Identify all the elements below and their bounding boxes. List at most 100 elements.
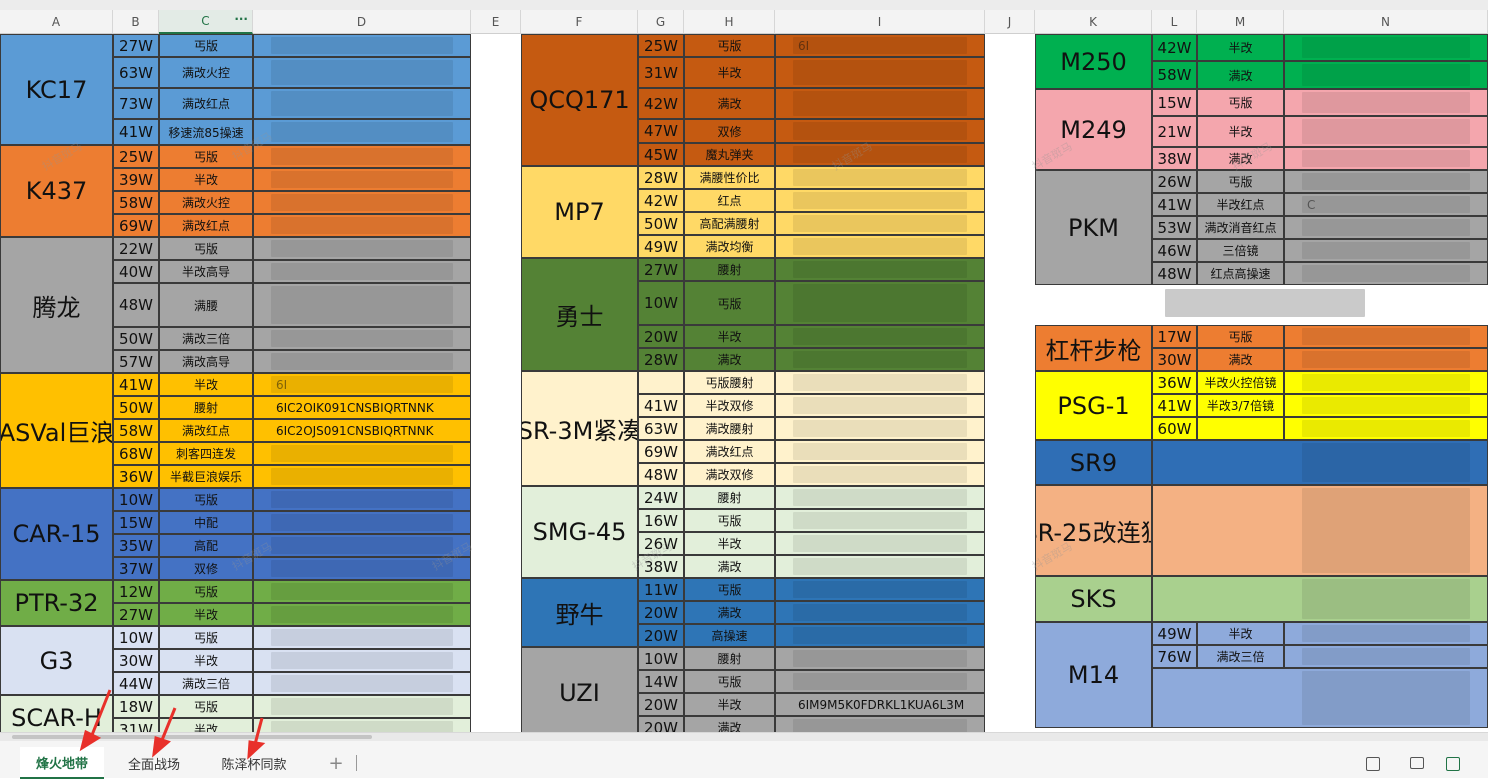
build-code-cell[interactable]	[253, 214, 471, 237]
build-type-cell[interactable]: 高配满腰射	[684, 212, 775, 235]
build-code-cell[interactable]	[253, 191, 471, 214]
price-cell[interactable]: 41W	[1152, 394, 1197, 417]
build-code-cell[interactable]	[253, 603, 471, 626]
build-code-cell[interactable]	[253, 511, 471, 534]
price-cell[interactable]: 58W	[1152, 61, 1197, 89]
build-code-cell[interactable]	[253, 237, 471, 260]
price-cell[interactable]: 48W	[113, 283, 159, 327]
weapon-name[interactable]: 腾龙	[0, 237, 113, 373]
build-code-cell[interactable]	[253, 350, 471, 373]
price-cell[interactable]: 41W	[638, 394, 684, 417]
weapon-name[interactable]: UZI	[521, 647, 638, 732]
price-cell[interactable]: 47W	[638, 119, 684, 143]
weapon-name[interactable]: SR-3M紧凑	[521, 371, 638, 486]
merged-cell[interactable]	[1152, 440, 1488, 485]
weapon-name[interactable]: SMG-45	[521, 486, 638, 578]
column-header-h[interactable]: H	[684, 10, 775, 34]
build-type-cell[interactable]: 满改高导	[159, 350, 253, 373]
build-type-cell[interactable]: 满改	[684, 348, 775, 371]
price-cell[interactable]: 58W	[113, 419, 159, 442]
sheet-view-icon[interactable]	[1446, 757, 1460, 771]
build-type-cell[interactable]: 满改	[1197, 147, 1284, 170]
build-type-cell[interactable]: 满改红点	[159, 419, 253, 442]
build-type-cell[interactable]: 半改	[159, 649, 253, 672]
build-code-cell[interactable]	[775, 486, 985, 509]
build-type-cell[interactable]: 满改红点	[684, 440, 775, 463]
build-type-cell[interactable]: 腰射	[159, 396, 253, 419]
price-cell[interactable]: 20W	[638, 624, 684, 647]
weapon-name[interactable]: PTR-32	[0, 580, 113, 626]
build-code-cell[interactable]	[253, 534, 471, 557]
price-cell[interactable]: 42W	[1152, 34, 1197, 61]
price-cell[interactable]: 15W	[1152, 89, 1197, 116]
build-type-cell[interactable]: 中配	[159, 511, 253, 534]
price-cell[interactable]: 63W	[113, 57, 159, 88]
build-code-cell[interactable]	[775, 394, 985, 417]
price-cell[interactable]: 27W	[113, 603, 159, 626]
build-code-cell[interactable]	[775, 348, 985, 371]
build-code-cell[interactable]	[253, 327, 471, 350]
build-type-cell[interactable]: 半改	[684, 57, 775, 88]
build-type-cell[interactable]: 满改	[684, 601, 775, 624]
build-code-cell[interactable]	[253, 34, 471, 57]
price-cell[interactable]: 53W	[1152, 216, 1197, 239]
price-cell[interactable]: 41W	[113, 373, 159, 396]
build-type-cell[interactable]: 满改三倍	[159, 672, 253, 695]
build-code-cell[interactable]	[253, 119, 471, 145]
build-type-cell[interactable]: 半改	[159, 718, 253, 732]
price-cell[interactable]: 25W	[638, 34, 684, 57]
price-cell[interactable]: 20W	[638, 325, 684, 348]
column-header-d[interactable]: D	[253, 10, 471, 34]
build-type-cell[interactable]: 丐版	[159, 34, 253, 57]
build-code-cell[interactable]	[253, 57, 471, 88]
price-cell[interactable]: 22W	[113, 237, 159, 260]
column-header-f[interactable]: F	[521, 10, 638, 34]
price-cell[interactable]	[638, 371, 684, 394]
build-type-cell[interactable]: 丐版	[159, 237, 253, 260]
build-code-cell[interactable]	[775, 189, 985, 212]
price-cell[interactable]: 36W	[113, 465, 159, 488]
merged-cell[interactable]	[1152, 668, 1488, 728]
price-cell[interactable]: 28W	[638, 166, 684, 189]
build-code-cell[interactable]	[1284, 371, 1488, 394]
spreadsheet-grid[interactable]: A B C ··· D E F G H I J K L M N KC17 27W 丐版 63W 满改火控 73W 满改红…	[0, 0, 1488, 732]
price-cell[interactable]: 69W	[113, 214, 159, 237]
price-cell[interactable]: 38W	[1152, 147, 1197, 170]
column-header-n[interactable]: N	[1284, 10, 1488, 34]
build-code-cell[interactable]	[253, 649, 471, 672]
price-cell[interactable]: 11W	[638, 578, 684, 601]
build-code-cell[interactable]	[775, 371, 985, 394]
build-type-cell[interactable]	[1197, 417, 1284, 440]
build-code-cell[interactable]	[775, 670, 985, 693]
build-code-cell[interactable]	[775, 235, 985, 258]
build-code-cell[interactable]	[775, 325, 985, 348]
build-code-cell[interactable]	[775, 440, 985, 463]
build-code-cell[interactable]	[1284, 622, 1488, 645]
build-code-cell[interactable]	[253, 260, 471, 283]
column-header-c[interactable]: C ···	[159, 10, 253, 34]
build-code-cell[interactable]	[775, 463, 985, 486]
weapon-name[interactable]: SKS	[1035, 576, 1152, 622]
build-code-cell[interactable]	[1284, 325, 1488, 348]
build-code-cell[interactable]	[1284, 170, 1488, 193]
build-code-cell[interactable]	[775, 417, 985, 440]
build-code-cell[interactable]	[253, 283, 471, 327]
column-header-l[interactable]: L	[1152, 10, 1197, 34]
build-code-cell[interactable]	[775, 532, 985, 555]
build-code-cell[interactable]	[775, 281, 985, 325]
price-cell[interactable]: 26W	[638, 532, 684, 555]
price-cell[interactable]: 37W	[113, 557, 159, 580]
column-header-b[interactable]: B	[113, 10, 159, 34]
build-type-cell[interactable]: 满改	[1197, 61, 1284, 89]
build-type-cell[interactable]: 满改	[684, 716, 775, 732]
price-cell[interactable]: 48W	[1152, 262, 1197, 285]
build-code-cell[interactable]: 6I	[775, 34, 985, 57]
weapon-name[interactable]: G3	[0, 626, 113, 695]
build-type-cell[interactable]: 满腰	[159, 283, 253, 327]
build-type-cell[interactable]: 满改	[684, 88, 775, 119]
build-type-cell[interactable]: 满改三倍	[159, 327, 253, 350]
build-code-cell[interactable]	[1284, 61, 1488, 89]
price-cell[interactable]: 40W	[113, 260, 159, 283]
build-type-cell[interactable]: 丐版	[1197, 89, 1284, 116]
build-type-cell[interactable]: 腰射	[684, 647, 775, 670]
